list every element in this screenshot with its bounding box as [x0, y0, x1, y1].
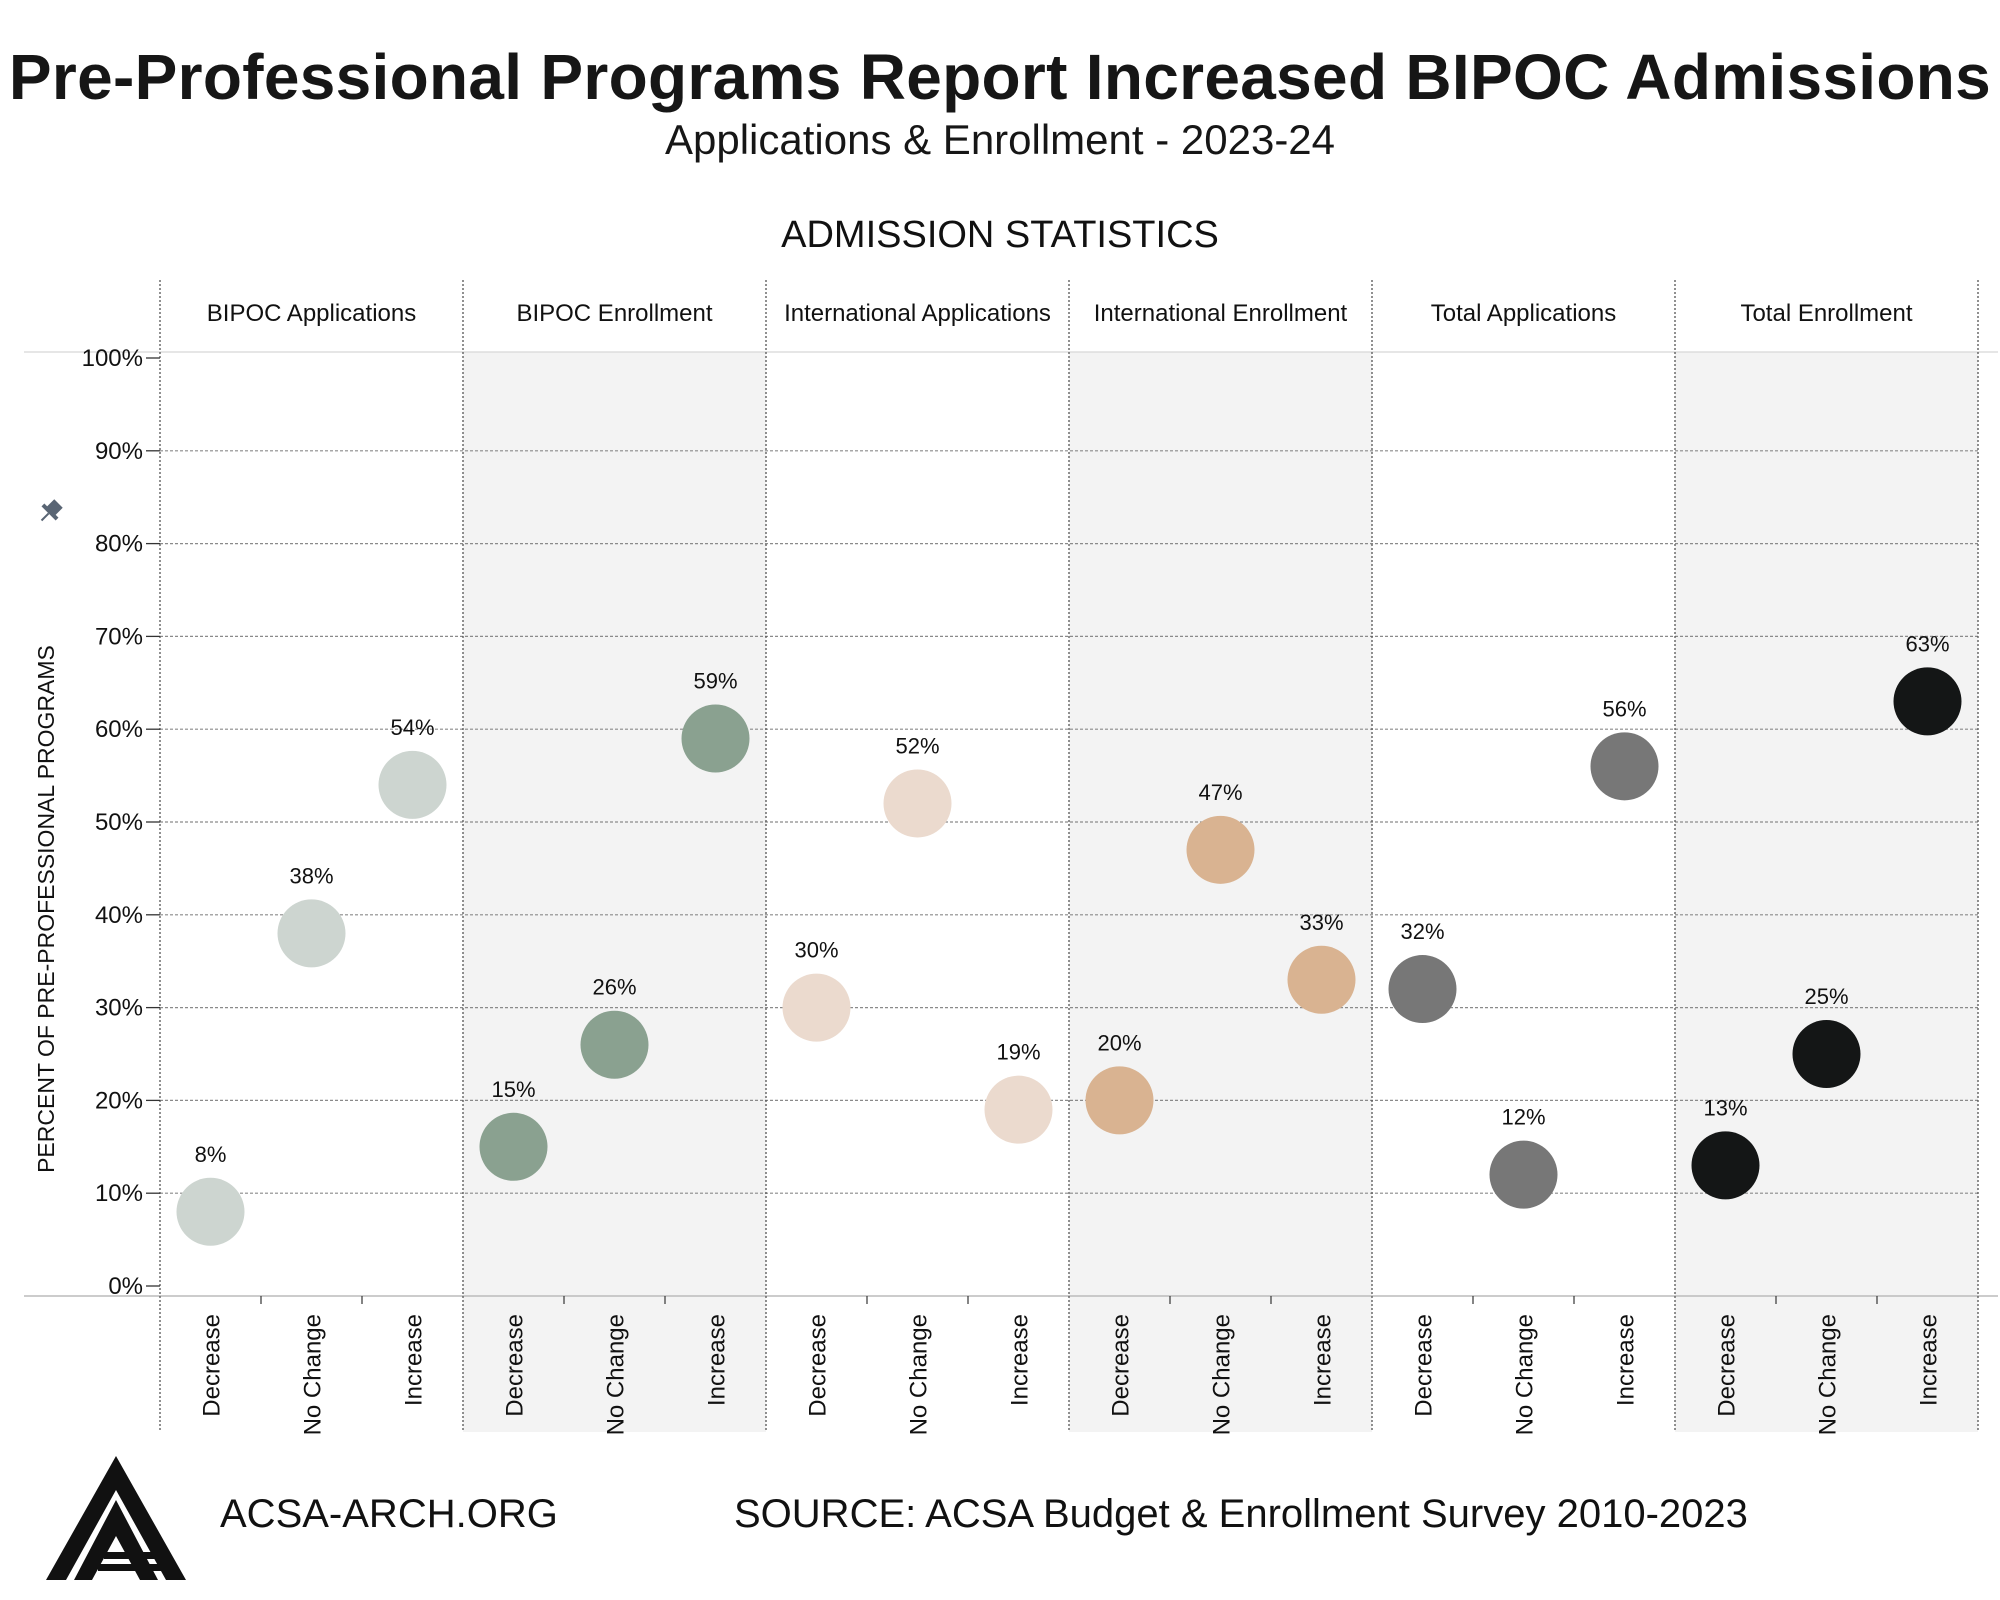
data-point [580, 1010, 649, 1079]
panel-background [463, 352, 766, 1432]
section-title: ADMISSION STATISTICS [781, 214, 1219, 256]
y-tick-label: 20% [95, 1087, 143, 1114]
data-point [176, 1177, 245, 1246]
panel-header: Total Enrollment [1740, 300, 1912, 327]
data-point [782, 973, 851, 1042]
y-tick-label: 70% [95, 623, 143, 650]
website-label: ACSA-ARCH.ORG [220, 1492, 558, 1536]
panel-header: BIPOC Enrollment [516, 300, 712, 327]
data-label: 26% [592, 975, 636, 1000]
data-label: 47% [1198, 780, 1242, 805]
data-point [1893, 667, 1962, 736]
category-label: Increase [704, 1314, 731, 1406]
data-label: 52% [895, 733, 939, 758]
data-point [277, 899, 346, 968]
data-label: 38% [289, 863, 333, 888]
data-point [984, 1075, 1053, 1144]
data-label: 33% [1299, 910, 1343, 935]
data-point [1186, 815, 1255, 884]
source-label: SOURCE: ACSA Budget & Enrollment Survey … [734, 1492, 1748, 1536]
panel-header: BIPOC Applications [207, 300, 416, 327]
panel-header: International Applications [784, 300, 1051, 327]
data-point [681, 704, 750, 773]
data-label: 54% [390, 715, 434, 740]
data-label: 12% [1501, 1105, 1545, 1130]
panel-background [1069, 352, 1372, 1432]
data-label: 19% [996, 1040, 1040, 1065]
data-label: 25% [1804, 984, 1848, 1009]
data-label: 15% [491, 1077, 535, 1102]
y-tick-label: 60% [95, 716, 143, 743]
data-point [1590, 732, 1659, 801]
data-point [1691, 1131, 1760, 1200]
category-label: Increase [1007, 1314, 1034, 1406]
y-tick-label: 10% [95, 1180, 143, 1207]
panel-header: Total Applications [1431, 300, 1616, 327]
acsa-logo-icon [46, 1456, 186, 1580]
data-point [479, 1112, 548, 1181]
category-label: No Change [603, 1314, 630, 1435]
chart-subtitle: Applications & Enrollment - 2023-24 [664, 116, 1336, 163]
panel-header: International Enrollment [1094, 300, 1348, 327]
category-label: No Change [1209, 1314, 1236, 1435]
pin-icon [40, 499, 63, 522]
category-label: Decrease [1411, 1314, 1438, 1417]
category-label: Increase [1613, 1314, 1640, 1406]
data-label: 30% [794, 938, 838, 963]
data-label: 13% [1703, 1095, 1747, 1120]
category-label: Decrease [1714, 1314, 1741, 1417]
category-label: Decrease [1108, 1314, 1135, 1417]
category-label: Decrease [199, 1314, 226, 1417]
y-tick-label: 0% [108, 1273, 143, 1300]
y-tick-label: 80% [95, 531, 143, 558]
data-point [1792, 1020, 1861, 1088]
y-tick-label: 100% [82, 345, 143, 372]
category-label: No Change [300, 1314, 327, 1435]
data-label: 56% [1602, 696, 1646, 721]
data-label: 8% [195, 1142, 227, 1167]
y-tick-label: 50% [95, 809, 143, 836]
y-tick-label: 90% [95, 438, 143, 465]
data-label: 63% [1905, 631, 1949, 656]
category-label: Decrease [805, 1314, 832, 1417]
category-label: No Change [906, 1314, 933, 1435]
admission-chart: 0% 10% 20% 30% 40% 50% 60% 70% 80% 90% 100% PERCENT… [24, 280, 1998, 1435]
category-label: Increase [1310, 1314, 1337, 1406]
category-label: Decrease [502, 1314, 529, 1417]
category-label: Increase [401, 1314, 428, 1406]
data-label: 20% [1097, 1030, 1141, 1055]
data-point [378, 750, 447, 819]
y-tick-label: 40% [95, 902, 143, 929]
y-tick-label: 30% [95, 995, 143, 1022]
data-point [1287, 945, 1356, 1014]
chart-title: Pre-Professional Programs Report Increas… [8, 41, 1992, 113]
data-label: 59% [693, 668, 737, 693]
data-point [1085, 1066, 1154, 1135]
data-point [1489, 1140, 1558, 1209]
panel-background [1675, 352, 1978, 1432]
category-label: No Change [1512, 1314, 1539, 1435]
data-point [883, 769, 952, 838]
category-label: No Change [1815, 1314, 1842, 1435]
y-axis-label: PERCENT OF PRE-PROFESSIONAL PROGRAMS [33, 645, 59, 1173]
data-label: 32% [1400, 919, 1444, 944]
data-point [1388, 955, 1457, 1024]
category-label: Increase [1916, 1314, 1943, 1406]
